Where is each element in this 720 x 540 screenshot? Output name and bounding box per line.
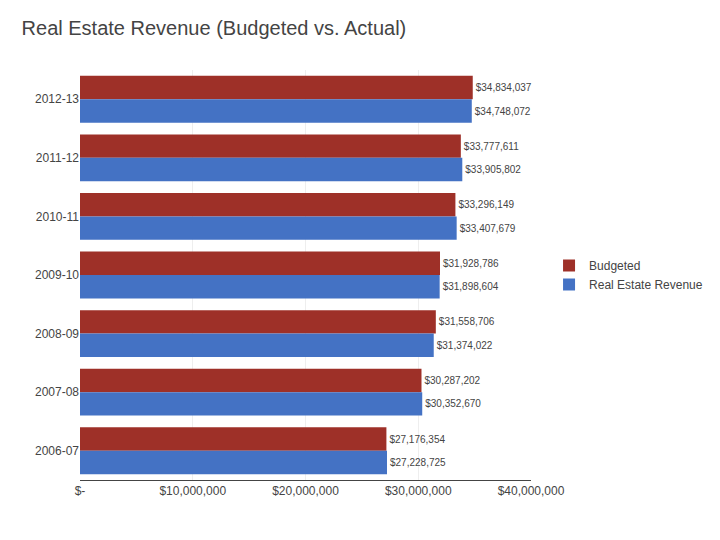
svg-text:2009-10: 2009-10	[35, 268, 79, 282]
svg-text:$33,905,802: $33,905,802	[465, 164, 521, 175]
svg-text:$34,834,037: $34,834,037	[476, 82, 532, 93]
svg-text:$10,000,000: $10,000,000	[159, 484, 226, 498]
svg-text:$31,558,706: $31,558,706	[439, 316, 495, 327]
svg-text:$31,898,604: $31,898,604	[443, 281, 499, 292]
svg-text:$33,296,149: $33,296,149	[458, 199, 514, 210]
svg-text:$33,777,611: $33,777,611	[464, 141, 519, 152]
svg-text:$27,176,354: $27,176,354	[389, 434, 445, 445]
svg-text:2007-08: 2007-08	[35, 385, 79, 399]
svg-text:Real Estate Revenue: Real Estate Revenue	[589, 278, 703, 292]
svg-text:$31,928,786: $31,928,786	[443, 258, 499, 269]
svg-text:$20,000,000: $20,000,000	[272, 484, 339, 498]
svg-text:$31,374,022: $31,374,022	[437, 340, 493, 351]
svg-text:$-: $-	[75, 484, 86, 498]
svg-text:2010-11: 2010-11	[36, 210, 79, 224]
svg-text:2006-07: 2006-07	[35, 444, 79, 458]
svg-text:2011-12: 2011-12	[36, 151, 79, 165]
svg-text:$33,407,679: $33,407,679	[460, 223, 516, 234]
svg-text:$40,000,000: $40,000,000	[498, 484, 565, 498]
svg-text:Real Estate Revenue (Budgeted: Real Estate Revenue (Budgeted vs. Actual…	[22, 17, 407, 39]
svg-text:2012-13: 2012-13	[35, 92, 79, 106]
svg-text:$30,352,670: $30,352,670	[425, 398, 481, 409]
svg-text:$34,748,072: $34,748,072	[475, 106, 531, 117]
svg-text:$27,228,725: $27,228,725	[390, 457, 446, 468]
svg-text:$30,287,202: $30,287,202	[424, 375, 480, 386]
svg-text:$30,000,000: $30,000,000	[385, 484, 452, 498]
svg-text:Budgeted: Budgeted	[589, 259, 640, 273]
svg-text:2008-09: 2008-09	[35, 327, 79, 341]
